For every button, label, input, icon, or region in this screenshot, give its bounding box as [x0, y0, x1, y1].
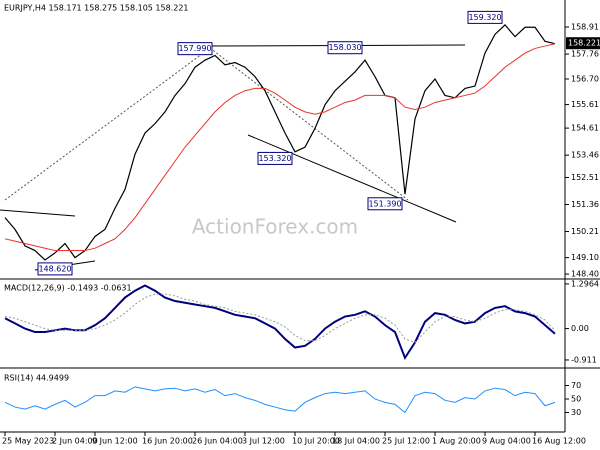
- annotation-label: 158.030: [328, 43, 361, 52]
- x-tick-label: 26 Jun 04:00: [192, 437, 243, 446]
- y-tick-label: 70: [571, 381, 581, 390]
- y-tick-label: 149.10: [571, 253, 599, 262]
- last-price-box: [566, 37, 600, 50]
- trend-line: [4, 47, 211, 201]
- x-tick-label: 25 Jul 12:00: [382, 437, 430, 446]
- x-tick-label: 10 Jul 20:00: [292, 437, 340, 446]
- annotation-label: 151.390: [368, 199, 401, 208]
- annotation-box: [177, 42, 213, 56]
- panel-title: MACD(12,26,9) -0.1493 -0.0631: [4, 284, 132, 293]
- trend-line: [0, 209, 76, 217]
- annotation-label: 157.990: [178, 44, 211, 53]
- y-tick-label: 153.46: [571, 151, 599, 160]
- y-tick-label: 150.21: [571, 227, 599, 236]
- y-tick-label: 151.36: [571, 200, 599, 209]
- trend-line: [247, 134, 457, 223]
- series-line: [4, 284, 556, 361]
- x-tick-label: 18 Jul 04:00: [332, 437, 380, 446]
- annotation-box: [367, 197, 403, 211]
- annotation-box: [467, 10, 503, 24]
- annotation-label: 153.320: [258, 154, 291, 163]
- x-tick-label: 16 Jun 20:00: [142, 437, 193, 446]
- annotation-label: 148.620: [38, 264, 71, 273]
- y-tick-label: 0.00: [571, 324, 589, 333]
- x-tick-label: 3 Jul 12:00: [242, 437, 285, 446]
- x-tick-label: 1 Aug 20:00: [432, 437, 481, 446]
- y-tick-label: 152.51: [571, 173, 599, 182]
- y-tick-label: 1.2964: [571, 279, 599, 288]
- annotation-label: 159.320: [468, 13, 501, 22]
- y-tick-label: -0.911: [571, 355, 597, 364]
- series-line: [4, 24, 556, 261]
- x-tick-label: 9 Jun 12:00: [92, 437, 138, 446]
- y-tick-label: 156.70: [571, 74, 599, 83]
- y-tick-label: 30: [571, 408, 581, 417]
- series-line: [4, 293, 556, 343]
- annotation-box: [257, 151, 293, 165]
- y-tick-label: 155.61: [571, 100, 599, 109]
- trend-line: [209, 47, 409, 201]
- y-tick-label: 50: [571, 394, 581, 403]
- y-tick-label: 157.76: [571, 50, 599, 59]
- y-tick-label: 158.91: [571, 23, 599, 32]
- annotation-box: [37, 262, 73, 276]
- annotation-box: [327, 41, 363, 55]
- series-line: [4, 43, 556, 252]
- last-price: 158.221: [568, 39, 600, 48]
- panel-title: EURJPY,H4 158.171 158.275 158.105 158.22…: [4, 4, 189, 13]
- series-line: [4, 386, 556, 414]
- x-tick-label: 16 Aug 12:00: [532, 437, 586, 446]
- x-tick-label: 9 Aug 04:00: [482, 437, 531, 446]
- x-tick-label: 2 Jun 04:00: [52, 437, 98, 446]
- watermark: ActionForex.com: [192, 215, 358, 239]
- y-tick-label: 148.40: [571, 270, 599, 279]
- panel-title: RSI(14) 44.9499: [4, 374, 69, 383]
- x-tick-label: 25 May 2023: [2, 437, 54, 446]
- y-tick-label: 154.61: [571, 124, 599, 133]
